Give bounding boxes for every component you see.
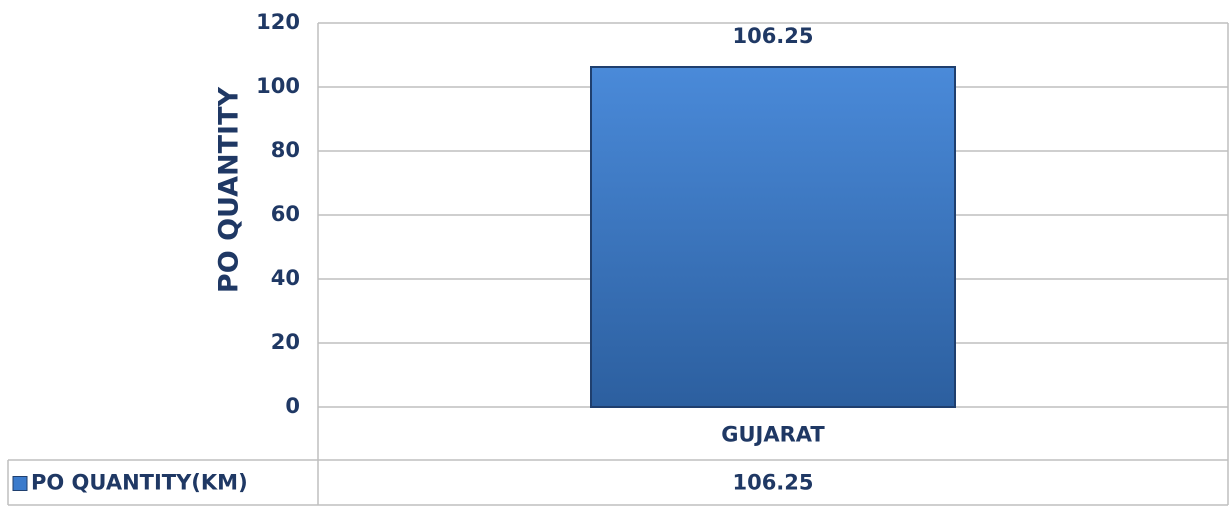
y-tick-label: 60 — [271, 202, 300, 226]
y-tick-label: 100 — [256, 74, 300, 98]
x-tick-label: GUJARAT — [721, 423, 825, 447]
legend-marker — [12, 476, 28, 491]
legend-label: PO QUANTITY(KM) — [31, 471, 248, 495]
table-value: 106.25 — [732, 471, 813, 495]
y-tick-label: 120 — [256, 10, 300, 34]
y-axis-label: PO QUANTITY — [214, 87, 245, 294]
bar — [590, 66, 956, 408]
y-tick-label: 40 — [271, 266, 300, 290]
y-tick-label: 80 — [271, 138, 300, 162]
data-label: 106.25 — [732, 24, 813, 48]
y-tick-label: 0 — [285, 394, 300, 418]
y-tick-label: 20 — [271, 330, 300, 354]
